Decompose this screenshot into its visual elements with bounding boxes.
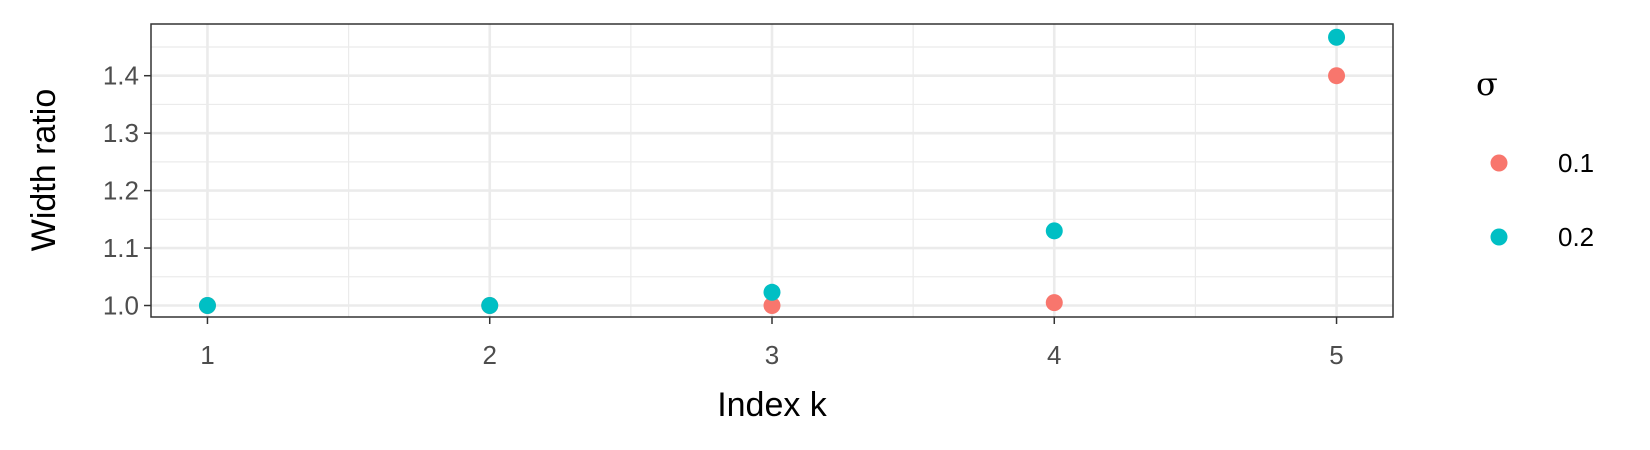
y-tick-label: 1.4 [103, 61, 139, 91]
y-tick-label: 1.0 [103, 291, 139, 321]
y-tick-label: 1.2 [103, 176, 139, 206]
x-tick-label: 2 [482, 340, 496, 370]
data-points [198, 28, 1346, 315]
x-axis-ticks: 1 2 3 4 5 [200, 317, 1344, 370]
data-point-series-1 [1045, 294, 1063, 312]
legend: σ 0.1 0.2 [1476, 65, 1594, 252]
y-tick-label: 1.1 [103, 233, 139, 263]
y-axis-title: Width ratio [25, 89, 63, 252]
data-point-series-2 [763, 283, 781, 301]
x-tick-label: 5 [1329, 340, 1343, 370]
legend-key-1 [1490, 154, 1508, 172]
data-point-series-1 [1328, 67, 1346, 85]
x-tick-label: 1 [200, 340, 214, 370]
legend-title: σ [1476, 65, 1498, 103]
x-axis-title: Index k [717, 386, 828, 424]
legend-label-2: 0.2 [1558, 222, 1594, 252]
y-tick-label: 1.3 [103, 118, 139, 148]
data-point-series-2 [1045, 222, 1063, 240]
legend-key-2 [1490, 228, 1508, 246]
data-point-series-1 [763, 297, 781, 315]
x-tick-label: 3 [765, 340, 779, 370]
data-point-series-2 [198, 297, 216, 315]
y-axis-ticks: 1.0 1.1 1.2 1.3 1.4 [103, 61, 151, 321]
legend-items: 0.1 0.2 [1490, 148, 1594, 252]
legend-label-1: 0.1 [1558, 148, 1594, 178]
x-tick-label: 4 [1047, 340, 1061, 370]
data-point-series-2 [1328, 28, 1346, 46]
data-point-series-2 [481, 297, 499, 315]
